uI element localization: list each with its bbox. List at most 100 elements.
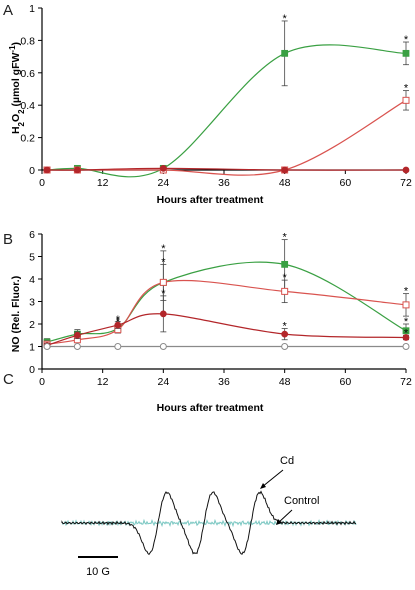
no-data-point [402, 301, 410, 309]
no-significance-star: * [404, 316, 409, 328]
h2o2-x-tick-label: 60 [339, 177, 351, 189]
no-significance-star: * [404, 286, 409, 298]
cd-pointer-arrow [261, 469, 284, 488]
no-data-point [402, 327, 410, 335]
h2o2-x-tick-label: 0 [39, 177, 45, 189]
no-data-point [402, 334, 410, 341]
panel-c-letter: C [3, 371, 14, 388]
h2o2-y-axis-label: H2O2 (µmol gFW-1) [8, 42, 26, 134]
h2o2-y-tick-label: 0.8 [20, 35, 35, 47]
h2o2-y-tick-label: 1 [29, 3, 35, 15]
h2o2-y-label-part: O [10, 114, 22, 122]
no-x-axis-label: Hours after treatment [157, 402, 264, 414]
no-y-tick-label: 6 [29, 229, 35, 241]
h2o2-data-point [159, 164, 167, 172]
h2o2-y-label-part: -1 [8, 45, 17, 53]
no-y-tick-label: 0 [29, 364, 35, 376]
h2o2-data-point [402, 49, 410, 57]
no-x-tick-label: 12 [97, 376, 109, 388]
h2o2-y-label-part: ) [10, 42, 22, 46]
scale-bar-label: 10 G [86, 566, 110, 578]
no-x-tick-label: 48 [279, 376, 291, 388]
no-y-tick-label: 3 [29, 297, 35, 309]
h2o2-y-label-part: H [10, 126, 22, 134]
h2o2-series-line [47, 44, 407, 178]
no-x-tick-label: 72 [400, 376, 412, 388]
panel-a-letter: A [3, 2, 13, 19]
no-series-line [46, 261, 407, 343]
h2o2-chart: H2O2 (µmol gFW-1) Hours after treatment … [8, 3, 412, 206]
no-y-axis-label: NO (Rel. Fluor.) [10, 276, 22, 352]
no-data-point [73, 343, 81, 350]
no-data-point [114, 321, 122, 329]
h2o2-x-tick-label: 36 [218, 177, 230, 189]
h2o2-data-point [402, 166, 410, 174]
panel-b-letter: B [3, 231, 13, 248]
h2o2-series-line [47, 99, 407, 176]
h2o2-x-tick-label: 72 [400, 177, 412, 189]
h2o2-significance-star: * [283, 13, 288, 25]
control-label: Control [284, 495, 319, 507]
h2o2-y-tick-label: 0.2 [20, 133, 35, 145]
no-significance-star: * [161, 288, 166, 300]
h2o2-x-tick-label: 48 [279, 177, 291, 189]
control-pointer-arrow [277, 509, 293, 524]
no-data-point [281, 260, 289, 268]
no-series-1: **** [43, 232, 410, 346]
no-significance-star: * [404, 327, 409, 339]
no-y-tick-label: 1 [29, 342, 35, 354]
no-data-point [159, 310, 167, 318]
h2o2-data-point [402, 96, 410, 104]
no-series-line [47, 279, 407, 345]
no-data-point [281, 343, 289, 350]
h2o2-significance-star: * [404, 34, 409, 46]
control-arrow-head [276, 519, 282, 525]
no-data-point [402, 343, 410, 350]
h2o2-series-3 [43, 164, 410, 174]
no-data-point [114, 343, 122, 350]
h2o2-data-point [281, 49, 289, 57]
no-data-point [43, 343, 51, 350]
cd-arrow-head [260, 483, 266, 489]
no-significance-star: * [283, 321, 288, 333]
no-data-point [281, 330, 289, 338]
no-data-point [159, 343, 167, 350]
no-x-tick-label: 36 [218, 376, 230, 388]
h2o2-significance-star: * [404, 83, 409, 95]
h2o2-y-tick-label: 0 [29, 165, 35, 177]
h2o2-x-axis-label: Hours after treatment [157, 194, 264, 206]
no-y-tick-label: 4 [29, 274, 35, 286]
h2o2-y-label-part: (µmol gFW [10, 52, 22, 109]
h2o2-y-tick-label: 0.6 [20, 68, 35, 80]
no-significance-star: * [283, 272, 288, 284]
h2o2-y-tick-label: 0.4 [20, 100, 35, 112]
h2o2-series-1: ** [43, 13, 410, 178]
h2o2-data-point [73, 166, 81, 174]
h2o2-data-point [281, 166, 289, 174]
no-x-tick-label: 0 [39, 376, 45, 388]
cd-trace [61, 490, 357, 556]
h2o2-y-label-part: 2 [17, 121, 26, 126]
cd-label: Cd [280, 455, 294, 467]
no-series-4 [43, 343, 410, 350]
no-significance-star: * [161, 256, 166, 268]
h2o2-x-tick-label: 24 [157, 177, 169, 189]
no-y-tick-label: 5 [29, 252, 35, 264]
no-y-tick-label: 2 [29, 319, 35, 331]
no-x-tick-label: 24 [157, 376, 169, 388]
h2o2-y-label-part: 2 [17, 109, 26, 114]
no-data-point [73, 331, 81, 339]
no-data-point [159, 278, 167, 286]
h2o2-series-line [47, 167, 407, 171]
epr-spectrum: Cd Control 10 G [61, 455, 357, 578]
h2o2-series-2: * [43, 83, 410, 176]
no-series-line [46, 313, 407, 346]
no-x-tick-label: 60 [339, 376, 351, 388]
no-data-point [281, 287, 289, 295]
no-significance-star: * [283, 232, 288, 244]
no-significance-star: * [161, 243, 166, 255]
no-chart: NO (Rel. Fluor.) Hours after treatment 0… [10, 229, 412, 414]
h2o2-data-point [43, 166, 51, 174]
h2o2-x-tick-label: 12 [97, 177, 109, 189]
